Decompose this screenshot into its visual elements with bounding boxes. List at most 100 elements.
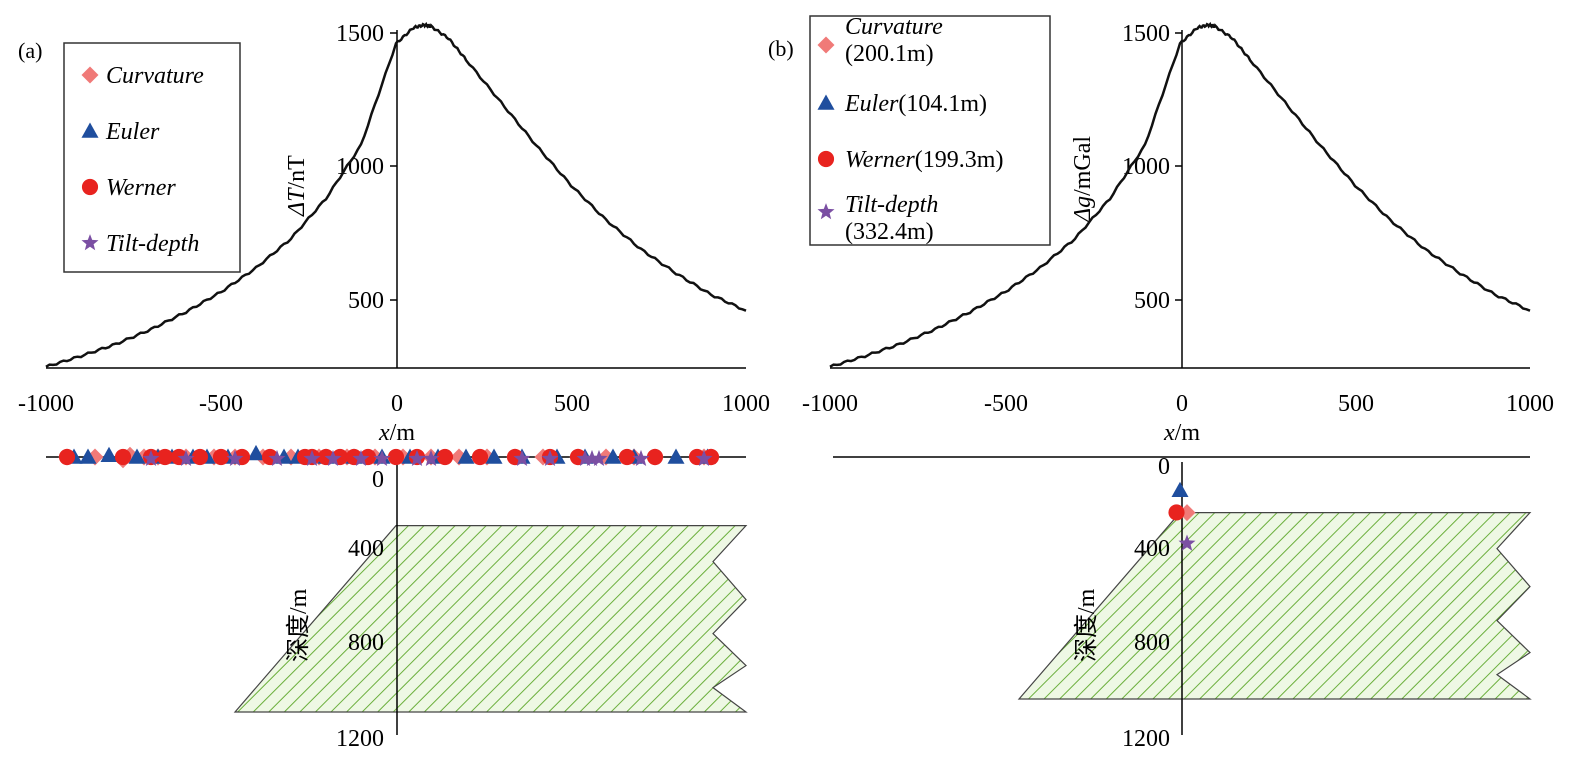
panel-a-depth-tick-1200: 1200 [336,726,384,752]
panel-a-xtick-label-500: 500 [554,391,590,417]
marker-tilt-depth-8 [408,449,426,466]
marker-tilt-depth-13 [583,449,601,466]
panel-a-xtick-label-1000: 1000 [722,391,770,417]
legend-marker-tilt-depth [817,203,835,220]
panel-a: (a) 1500 1000 500 -1000 -500 0 500 1000 … [18,21,770,752]
panel-b-y-axis-label: Δg/mGal [1070,136,1096,223]
legend-marker-curvature [81,66,99,84]
legend-marker-werner [817,150,835,168]
panel-a-depth-tick-0: 0 [372,467,384,493]
panel-b-ytick-label-1500: 1500 [1122,21,1170,47]
panel-a-x-axis-label: x/m [378,420,415,446]
panel-b-xtick-label-500: 500 [1338,391,1374,417]
marker-euler-3 [128,448,146,464]
panel-a-ytick-label-1500: 1500 [336,21,384,47]
panel-b-xtick-label-1000: 1000 [1506,391,1554,417]
panel-b-legend-items: Curvature(200.1m) Euler(104.1m) Werner(199… [817,14,1003,245]
panel-b-depth-tick-400: 400 [1134,536,1170,562]
legend-label-tilt-depth: Tilt-depth [845,192,938,218]
panel-a-depth-tick-800: 800 [348,630,384,656]
legend-marker-curvature [817,36,835,54]
panel-b-legend [809,15,1051,246]
panel-b-ytick-label-500: 500 [1134,288,1170,314]
marker-werner-6 [212,448,230,466]
marker-werner-0 [1168,504,1185,521]
legend-label-tilt-depth: Tilt-depth [106,231,199,257]
marker-werner-3 [156,448,174,466]
legend-label-werner: Werner [106,175,176,201]
marker-werner-17 [436,448,454,466]
marker-werner-22 [618,448,636,466]
panel-b-xtick-label-0: 0 [1176,391,1188,417]
legend-label-curvature: Curvature [845,14,943,40]
panel-a-xtick-label-m1000: -1000 [18,391,74,417]
panel-a-anomaly-curve [45,21,747,368]
panel-a-xtick-label-m500: -500 [199,391,243,417]
marker-euler-2 [100,446,118,462]
panel-b-depth-tick-800: 800 [1134,630,1170,656]
panel-b: (b) 1500 1000 500 -1000 -500 0 500 1000 … [768,15,1554,752]
legend-label-curvature: Curvature [106,63,204,89]
panel-a-legend [63,42,241,273]
panel-b-markers [1168,481,1196,551]
marker-werner-1 [114,448,132,466]
panel-b-depth-tick-0: 0 [1158,454,1170,480]
marker-euler-24 [667,448,685,464]
panel-a-geologic-body [233,524,748,713]
legend-label-euler: Euler(104.1m) [844,91,987,117]
marker-tilt-depth-6 [352,449,370,466]
marker-tilt-depth-9 [422,449,440,466]
panel-b-anomaly-curve [829,21,1531,368]
marker-werner-0 [58,448,76,466]
marker-euler-1 [79,448,97,464]
marker-tilt-depth-16 [695,449,713,466]
panel-a-legend-items: Curvature Euler Werner Tilt-depth [81,63,204,257]
marker-tilt-depth-10 [513,449,531,466]
panel-b-xtick-label-m500: -500 [984,391,1028,417]
panel-a-y-axis-label: ΔT/nT [284,155,310,217]
marker-euler-18 [485,448,503,464]
marker-werner-18 [471,448,489,466]
marker-werner-23 [646,448,664,466]
legend-marker-euler [817,94,835,110]
panel-a-depth-tick-400: 400 [348,536,384,562]
marker-tilt-depth-5 [324,449,342,466]
marker-euler-17 [457,448,475,464]
panel-b-depth-tick-1200: 1200 [1122,726,1170,752]
panel-a-depth-axis-label: 深度/m [285,588,312,662]
marker-tilt-depth-1 [177,449,195,466]
panel-b-label: (b) [768,36,794,61]
legend-label-euler: Euler [105,119,160,145]
marker-tilt-depth-3 [268,449,286,466]
marker-euler-9 [247,444,265,461]
panel-a-markers [58,444,720,469]
panel-b-geologic-body [1017,511,1532,700]
panel-a-label: (a) [18,38,42,63]
legend-marker-tilt-depth [81,234,99,251]
marker-tilt-depth-11 [541,449,559,466]
legend-marker-werner [81,178,99,196]
marker-werner-15 [387,448,405,466]
marker-tilt-depth-0 [1178,534,1196,551]
panel-b-depth-axis-label: 深度/m [1073,588,1100,662]
marker-euler-22 [604,448,622,464]
marker-tilt-depth-0 [142,449,160,466]
marker-euler-0 [1171,481,1189,498]
marker-tilt-depth-14 [590,449,608,466]
legend-depth-curvature: (200.1m) [845,41,934,67]
marker-tilt-depth-4 [303,449,321,466]
panel-a-ytick-label-500: 500 [348,288,384,314]
panel-a-xtick-label-0: 0 [391,391,403,417]
legend-depth-tilt-depth: (332.4m) [845,219,934,245]
legend-label-werner: Werner(199.3m) [845,147,1003,173]
marker-tilt-depth-12 [576,449,594,466]
panel-b-x-axis-label: x/m [1163,420,1200,446]
marker-tilt-depth-7 [373,449,391,466]
panel-b-xtick-label-m1000: -1000 [802,391,858,417]
panel-a-ytick-label-1000: 1000 [336,154,384,180]
marker-werner-5 [191,448,209,466]
marker-tilt-depth-15 [632,449,650,466]
marker-tilt-depth-2 [226,449,244,466]
legend-marker-euler [81,122,99,138]
